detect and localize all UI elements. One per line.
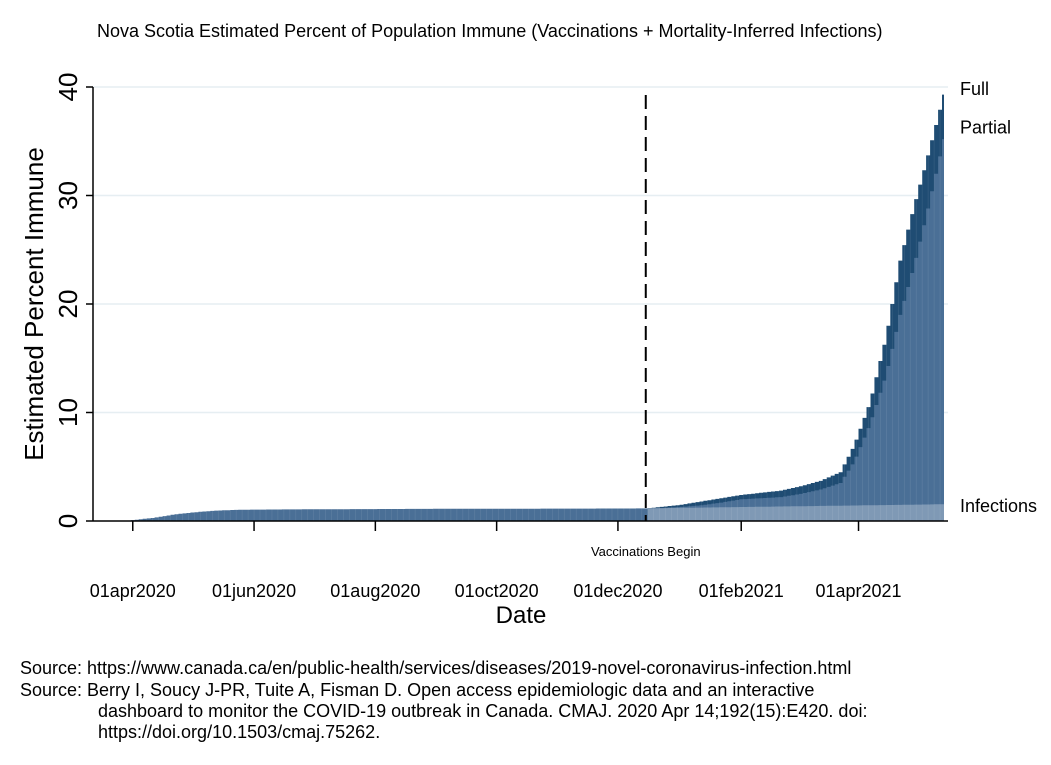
area-full-vaccinated: [647, 94, 944, 521]
chart-svg: 0 10 20 30 40 01apr2020 01jun2020 01aug2020 01o…: [19, 73, 1037, 629]
grid-lines: [93, 86, 948, 414]
y-tick-label: 40: [53, 73, 83, 102]
x-tick-label: 01feb2021: [699, 581, 784, 601]
series-label-full: Full: [960, 79, 989, 99]
area-series: [122, 94, 945, 521]
x-tick-label: 01apr2020: [90, 581, 176, 601]
vaccinations-begin-label: Vaccinations Begin: [591, 544, 701, 559]
y-tick-label: 0: [53, 514, 83, 528]
series-label-partial: Partial: [960, 117, 1011, 137]
x-axis-label: Date: [496, 602, 547, 629]
series-label-infections: Infections: [960, 496, 1037, 516]
x-tick-label: 01dec2020: [573, 581, 662, 601]
x-ticks: 01apr2020 01jun2020 01aug2020 01oct2020 01de…: [90, 521, 902, 601]
area-infections: [647, 504, 944, 521]
chart-title: Nova Scotia Estimated Percent of Populat…: [97, 21, 883, 41]
y-tick-label: 10: [53, 398, 83, 427]
y-tick-label: 20: [53, 290, 83, 319]
source-line-2-continuation: dashboard to monitor the COVID-19 outbre…: [98, 701, 868, 742]
y-ticks: 0 10 20 30 40: [53, 73, 93, 528]
y-tick-label: 30: [53, 181, 83, 210]
x-tick-label: 01jun2020: [212, 581, 296, 601]
source-line-1: Source: https://www.canada.ca/en/public-…: [20, 658, 852, 678]
source-line-2: Source: Berry I, Soucy J-PR, Tuite A, Fi…: [20, 680, 978, 743]
x-tick-label: 01apr2021: [815, 581, 901, 601]
x-tick-label: 01aug2020: [330, 581, 420, 601]
area-partial-vaccinated: [647, 139, 944, 521]
y-axis-label: Estimated Percent Immune: [19, 147, 49, 461]
x-tick-label: 01oct2020: [455, 581, 539, 601]
source-line-2-prefix: Source: Berry I, Soucy J-PR, Tuite A, Fi…: [20, 680, 815, 700]
